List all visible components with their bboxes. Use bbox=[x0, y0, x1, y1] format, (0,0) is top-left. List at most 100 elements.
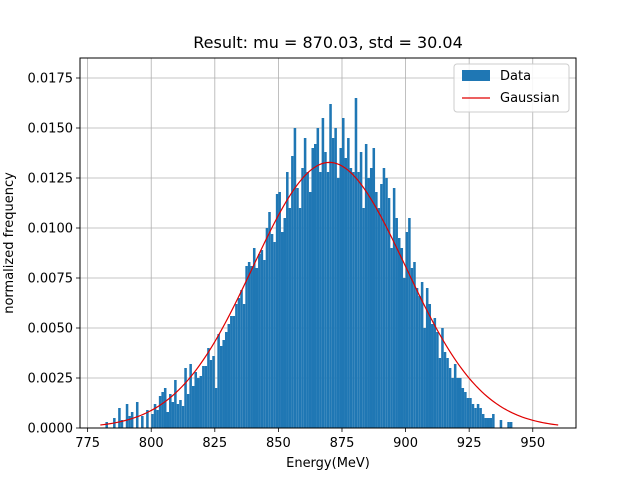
histogram-bar bbox=[189, 364, 192, 428]
histogram-bar bbox=[410, 268, 414, 428]
histogram-bar bbox=[186, 394, 190, 428]
histogram-bar bbox=[171, 402, 175, 428]
histogram-bar bbox=[453, 364, 457, 428]
histogram-bar bbox=[479, 408, 482, 428]
histogram-bar bbox=[362, 208, 365, 428]
histogram-bar bbox=[222, 340, 225, 428]
histogram-bar bbox=[344, 158, 348, 428]
histogram-bar bbox=[161, 392, 164, 428]
histogram-bar bbox=[235, 304, 238, 428]
histogram-bar bbox=[433, 318, 437, 428]
histogram-bar bbox=[499, 420, 503, 428]
histogram-bar bbox=[443, 352, 447, 428]
legend-data-label: Data bbox=[500, 69, 531, 84]
histogram-bar bbox=[349, 168, 353, 428]
histogram-bar bbox=[326, 172, 330, 428]
histogram-bar bbox=[436, 332, 439, 428]
histogram-bar bbox=[163, 388, 167, 428]
y-tick-label: 0.0150 bbox=[28, 122, 74, 137]
histogram-bar bbox=[240, 290, 243, 428]
histogram-bar bbox=[314, 144, 317, 428]
histogram-bar bbox=[415, 288, 419, 428]
histogram-bar bbox=[118, 408, 121, 428]
histogram-bar bbox=[288, 208, 292, 428]
histogram-bar bbox=[125, 404, 129, 428]
histogram-bar bbox=[347, 138, 350, 428]
histogram-bar bbox=[375, 192, 378, 428]
y-tick-label: 0.0025 bbox=[28, 372, 74, 387]
histogram-bar bbox=[466, 398, 470, 428]
histogram-bar bbox=[425, 288, 429, 428]
x-tick-label: 950 bbox=[520, 436, 545, 451]
gaussian-curve bbox=[100, 161, 559, 426]
histogram-bar bbox=[293, 128, 297, 428]
chart-title: Result: mu = 870.03, std = 30.04 bbox=[193, 33, 463, 52]
histogram-bar bbox=[184, 368, 187, 428]
x-tick-label: 875 bbox=[330, 436, 355, 451]
histogram-bar bbox=[486, 418, 490, 428]
histogram-bar bbox=[275, 194, 279, 428]
histogram-bar bbox=[458, 378, 462, 428]
histogram-bar bbox=[199, 376, 203, 428]
histogram-bar bbox=[474, 408, 477, 428]
x-tick-label: 900 bbox=[393, 436, 418, 451]
histogram-bar bbox=[280, 232, 284, 428]
histogram-bars bbox=[105, 98, 513, 428]
axes-frame bbox=[79, 57, 577, 429]
histogram-bar bbox=[202, 366, 205, 428]
histogram-bar bbox=[263, 260, 266, 428]
histogram-bar bbox=[120, 420, 124, 428]
x-axis-label: Energy(MeV) bbox=[286, 456, 370, 471]
histogram-bar bbox=[141, 416, 144, 428]
histogram-bar bbox=[146, 410, 149, 428]
histogram-bar bbox=[423, 328, 426, 428]
histogram-bar bbox=[413, 262, 416, 428]
histogram-bar bbox=[456, 378, 459, 428]
histogram-bar bbox=[446, 358, 449, 428]
histogram-bar bbox=[377, 208, 381, 428]
histogram-bar bbox=[339, 148, 342, 428]
histogram-bar bbox=[301, 168, 304, 428]
histogram-bar bbox=[135, 402, 139, 428]
histogram-bar bbox=[395, 218, 398, 428]
histogram-bar bbox=[372, 148, 376, 428]
y-tick-label: 0.0050 bbox=[28, 322, 74, 337]
y-tick-label: 0.0075 bbox=[28, 272, 74, 287]
histogram-bar bbox=[128, 416, 131, 428]
histogram-bar bbox=[306, 172, 309, 428]
histogram-bar bbox=[438, 358, 442, 428]
histogram-bar bbox=[324, 152, 327, 428]
histogram-bar bbox=[341, 118, 345, 428]
histogram-bar bbox=[258, 254, 261, 428]
axis-ticks: 775 800 825 850 875 900 925 950 0.0000 0.0025 0.00… bbox=[28, 72, 546, 452]
histogram-bar bbox=[130, 412, 134, 428]
histogram-bar bbox=[403, 278, 406, 428]
histogram-bar bbox=[268, 212, 271, 428]
x-tick-label: 825 bbox=[202, 436, 227, 451]
histogram-bar bbox=[176, 404, 180, 428]
histogram-bar bbox=[105, 422, 108, 428]
histogram-bar bbox=[265, 228, 269, 428]
histogram-bar bbox=[364, 144, 368, 428]
histogram-bar bbox=[158, 396, 162, 428]
histogram-bar bbox=[181, 406, 185, 428]
histogram-bar bbox=[296, 188, 299, 428]
histogram-bar bbox=[390, 248, 393, 428]
histogram-bar bbox=[169, 394, 172, 428]
histogram-bar bbox=[227, 324, 231, 428]
histogram-bar bbox=[232, 316, 236, 428]
histogram-bar bbox=[166, 412, 170, 428]
histogram-bar bbox=[156, 410, 159, 428]
histogram-bar bbox=[385, 178, 388, 428]
histogram-bar bbox=[352, 172, 355, 428]
histogram-bar bbox=[273, 242, 276, 428]
histogram-bar bbox=[420, 282, 424, 428]
histogram-bar bbox=[308, 192, 312, 428]
histogram-bar bbox=[151, 414, 154, 428]
histogram-bar bbox=[418, 296, 421, 428]
histogram-bar bbox=[387, 198, 391, 428]
x-tick-label: 775 bbox=[75, 436, 100, 451]
histogram-bar bbox=[448, 368, 452, 428]
histogram-bar bbox=[489, 418, 493, 428]
